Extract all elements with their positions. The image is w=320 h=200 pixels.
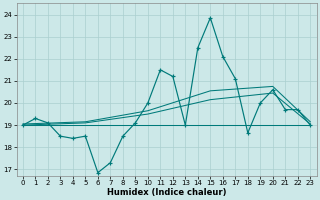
X-axis label: Humidex (Indice chaleur): Humidex (Indice chaleur) xyxy=(107,188,226,197)
